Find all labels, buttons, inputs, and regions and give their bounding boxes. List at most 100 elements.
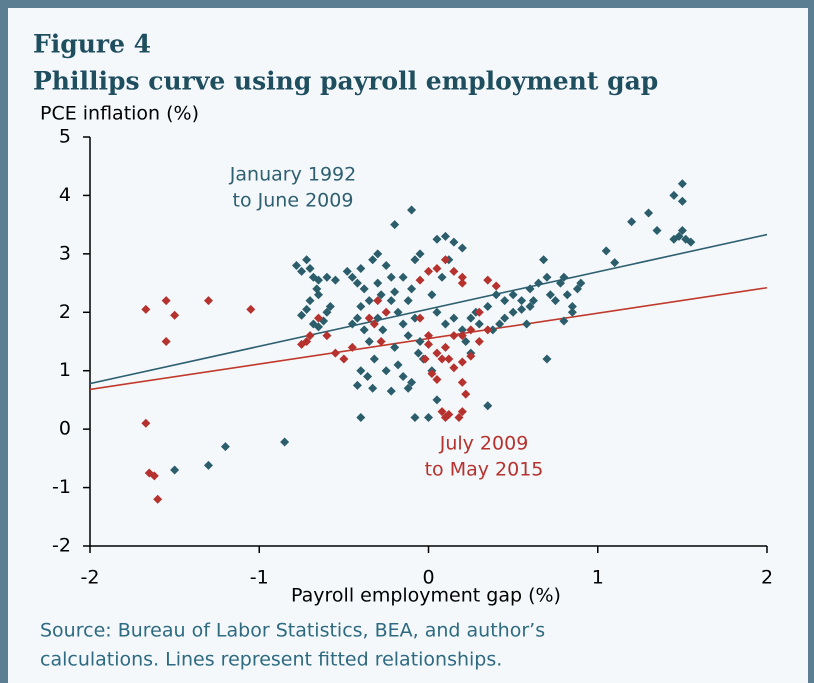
y-tick-label: 0 (59, 418, 71, 440)
scatter-point (461, 389, 471, 399)
scatter-point (424, 339, 433, 349)
scatter-point (381, 307, 391, 317)
scatter-point (373, 313, 383, 323)
scatter-point (491, 281, 501, 291)
scatter-point (302, 304, 312, 314)
scatter-point (457, 272, 467, 282)
scatter-point (373, 249, 383, 259)
x-tick-label: -1 (250, 567, 269, 589)
scatter-point (562, 290, 572, 300)
scatter-point (356, 412, 366, 422)
scatter-point (432, 263, 442, 273)
scatter-point (312, 284, 322, 294)
scatter-point (398, 319, 408, 329)
scatter-point (495, 319, 505, 329)
y-tick-label: 5 (59, 126, 71, 148)
scatter-point (410, 313, 420, 323)
scatter-point (291, 261, 301, 271)
scatter-point (390, 287, 400, 297)
y-tick-label: 4 (59, 184, 71, 206)
scatter-point (359, 284, 369, 294)
scatter-point (342, 266, 352, 276)
source-note: calculations. Lines represent fitted rel… (40, 649, 502, 671)
scatter-point (393, 360, 403, 370)
scatter-point (534, 278, 544, 288)
scatter-point (517, 296, 527, 306)
scatter-point (393, 307, 403, 317)
scatter-point (500, 313, 510, 323)
scatter-point (410, 255, 420, 265)
scatter-point (457, 325, 467, 335)
scatter-point (420, 354, 430, 364)
scatter-point (246, 304, 256, 314)
scatter-point (403, 296, 413, 306)
scatter-point (669, 190, 679, 200)
scatter-point (545, 290, 555, 300)
scatter-point (525, 284, 535, 294)
scatter-point (483, 325, 493, 335)
scatter-point (378, 325, 388, 335)
scatter-point (297, 310, 307, 320)
scatter-point (398, 272, 408, 282)
scatter-point (424, 331, 433, 341)
scatter-point (352, 380, 362, 390)
scatter-point (415, 313, 425, 323)
y-tick-label: 3 (59, 242, 71, 264)
scatter-point (352, 313, 362, 323)
scatter-point (449, 237, 459, 247)
scatter-point (313, 275, 323, 285)
scatter-point (390, 220, 400, 230)
scatter-point (644, 208, 654, 218)
scatter-point (483, 401, 493, 411)
scatter-point (474, 319, 484, 329)
scatter-point (415, 337, 425, 346)
scatter-point (461, 337, 471, 346)
scatter-point (302, 255, 312, 265)
scatter-point (407, 377, 417, 387)
scatter-point (437, 272, 447, 282)
scatter-point (567, 301, 577, 311)
scatter-point (369, 354, 379, 364)
scatter-point (356, 301, 366, 311)
scatter-point (339, 354, 349, 364)
scatter-point (432, 395, 442, 405)
scatter-point (347, 342, 357, 352)
scatter-point (141, 418, 151, 428)
scatter-point (517, 304, 527, 314)
scatter-point (322, 331, 332, 341)
scatter-point (364, 313, 374, 323)
scatter-point (542, 354, 552, 364)
annotation: to June 2009 (233, 190, 354, 212)
scatter-point (364, 337, 374, 346)
scatter-point (322, 307, 332, 317)
scatter-point (457, 407, 467, 417)
scatter-point (437, 407, 447, 417)
scatter-point (466, 325, 476, 335)
scatter-point (330, 275, 340, 285)
scatter-point (508, 307, 518, 317)
scatter-point (376, 337, 386, 346)
scatter-point (381, 366, 391, 376)
scatter-point (559, 316, 569, 326)
scatter-point (457, 243, 467, 253)
scatter-point (449, 363, 459, 373)
scatter-point (325, 301, 335, 311)
scatter-point (161, 337, 171, 346)
scatter-point (457, 357, 467, 367)
y-axis-label: PCE inflation (%) (40, 103, 199, 125)
scatter-point (432, 307, 442, 317)
scatter-point (297, 266, 307, 276)
scatter-point (488, 325, 498, 335)
scatter-point (407, 205, 417, 215)
scatter-point (474, 307, 484, 317)
scatter-point (686, 237, 696, 247)
chart-title: Phillips curve using payroll employment … (33, 67, 658, 96)
scatter-point (483, 301, 493, 311)
scatter-point (474, 337, 484, 346)
scatter-point (305, 263, 315, 273)
fit-line (89, 233, 768, 385)
scatter-point (330, 348, 340, 358)
scatter-point (525, 301, 535, 311)
scatter-point (559, 272, 569, 282)
